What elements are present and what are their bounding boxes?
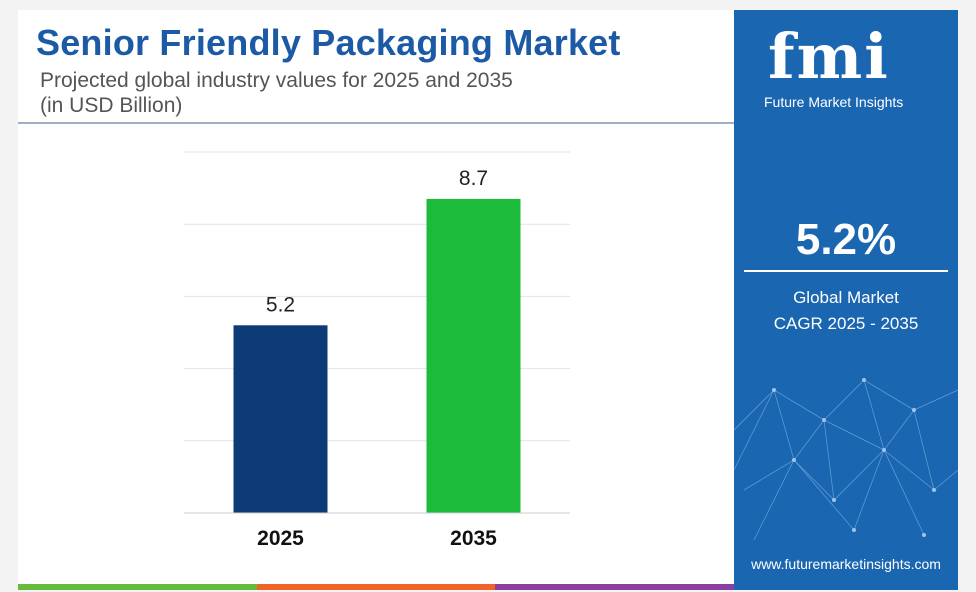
bottom-bar-segment-orange <box>256 584 496 590</box>
cagr-label: Global Market CAGR 2025 - 2035 <box>734 285 958 337</box>
cagr-divider <box>744 270 948 272</box>
sidebar-panel: fmi Future Market Insights 5.2% Global M… <box>734 10 958 590</box>
bar-2025 <box>233 325 328 513</box>
bottom-bar-segment-purple <box>495 584 735 590</box>
infographic-card: Senior Friendly Packaging Market Project… <box>18 10 958 590</box>
bar-chart: 5.2 2025 8.7 2035 <box>184 151 570 550</box>
x-tick-label-2025: 2025 <box>257 527 304 550</box>
bottom-bar-segment-green <box>18 584 257 590</box>
bar-2035 <box>426 198 521 513</box>
subtitle-line-1: Projected global industry values for 202… <box>40 69 513 92</box>
cagr-value: 5.2% <box>795 215 897 264</box>
network-decoration <box>734 378 958 541</box>
data-label-2035: 8.7 <box>459 167 488 190</box>
bottom-color-bar <box>18 584 735 590</box>
cagr-label-line-2: CAGR 2025 - 2035 <box>773 314 919 333</box>
x-tick-label-2035: 2035 <box>450 527 497 550</box>
website-url: www.futuremarketinsights.com <box>751 556 941 572</box>
header-divider <box>18 122 734 124</box>
data-label-2025: 5.2 <box>266 293 295 316</box>
page-subtitle: Projected global industry values for 202… <box>40 68 513 118</box>
subtitle-line-2: (in USD Billion) <box>40 94 183 117</box>
cagr-label-line-1: Global Market <box>793 288 899 307</box>
page-title: Senior Friendly Packaging Market <box>36 22 621 63</box>
logo-caption: Future Market Insights <box>764 94 904 110</box>
fmi-logo: fmi <box>768 20 890 93</box>
